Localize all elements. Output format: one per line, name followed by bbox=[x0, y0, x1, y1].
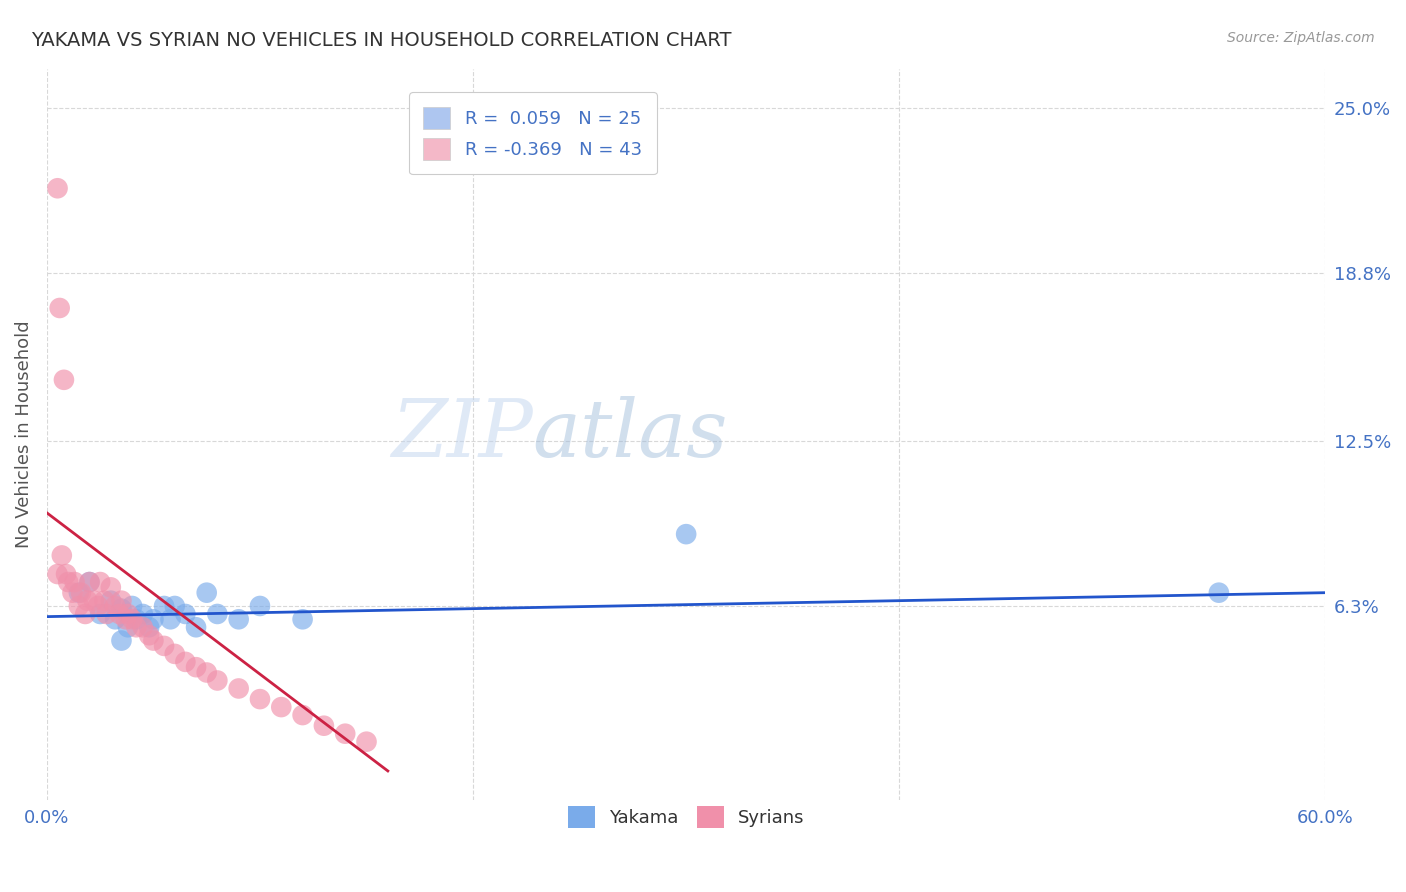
Text: Source: ZipAtlas.com: Source: ZipAtlas.com bbox=[1227, 31, 1375, 45]
Point bbox=[75, 607, 97, 621]
Point bbox=[67, 585, 90, 599]
Point bbox=[138, 628, 160, 642]
Text: YAKAMA VS SYRIAN NO VEHICLES IN HOUSEHOLD CORRELATION CHART: YAKAMA VS SYRIAN NO VEHICLES IN HOUSEHOL… bbox=[31, 31, 731, 50]
Text: atlas: atlas bbox=[533, 396, 728, 473]
Point bbox=[46, 567, 69, 582]
Point bbox=[249, 692, 271, 706]
Point bbox=[159, 612, 181, 626]
Point bbox=[117, 607, 139, 621]
Point bbox=[138, 620, 160, 634]
Point bbox=[48, 301, 70, 315]
Point bbox=[67, 599, 90, 613]
Point bbox=[121, 612, 143, 626]
Point bbox=[62, 585, 84, 599]
Point bbox=[249, 599, 271, 613]
Point bbox=[153, 599, 176, 613]
Point bbox=[110, 601, 132, 615]
Point bbox=[195, 585, 218, 599]
Point bbox=[121, 599, 143, 613]
Point bbox=[125, 612, 148, 626]
Point bbox=[51, 549, 73, 563]
Point bbox=[46, 181, 69, 195]
Point bbox=[356, 734, 378, 748]
Point bbox=[63, 575, 86, 590]
Point bbox=[83, 593, 105, 607]
Point bbox=[87, 599, 110, 613]
Point bbox=[104, 599, 127, 613]
Point bbox=[228, 612, 250, 626]
Point bbox=[70, 585, 93, 599]
Point bbox=[270, 700, 292, 714]
Point bbox=[96, 607, 118, 621]
Point bbox=[184, 620, 207, 634]
Point bbox=[132, 607, 155, 621]
Point bbox=[100, 593, 122, 607]
Point bbox=[79, 575, 101, 590]
Point bbox=[163, 599, 186, 613]
Y-axis label: No Vehicles in Household: No Vehicles in Household bbox=[15, 320, 32, 549]
Point bbox=[108, 607, 131, 621]
Point bbox=[142, 633, 165, 648]
Point bbox=[89, 607, 111, 621]
Point bbox=[100, 580, 122, 594]
Point bbox=[93, 593, 115, 607]
Point bbox=[1208, 585, 1230, 599]
Point bbox=[228, 681, 250, 696]
Point bbox=[163, 647, 186, 661]
Point bbox=[52, 373, 75, 387]
Point bbox=[114, 612, 136, 626]
Point bbox=[195, 665, 218, 680]
Point bbox=[125, 620, 148, 634]
Point bbox=[55, 567, 77, 582]
Point bbox=[174, 655, 197, 669]
Point bbox=[132, 620, 155, 634]
Point bbox=[291, 612, 314, 626]
Point bbox=[291, 708, 314, 723]
Point bbox=[184, 660, 207, 674]
Point bbox=[142, 612, 165, 626]
Point bbox=[58, 575, 80, 590]
Legend: Yakama, Syrians: Yakama, Syrians bbox=[561, 798, 811, 835]
Point bbox=[117, 620, 139, 634]
Point bbox=[110, 633, 132, 648]
Point bbox=[79, 575, 101, 590]
Point bbox=[312, 719, 335, 733]
Point bbox=[207, 673, 229, 688]
Point bbox=[675, 527, 697, 541]
Point bbox=[104, 612, 127, 626]
Point bbox=[335, 727, 357, 741]
Point bbox=[76, 593, 98, 607]
Point bbox=[153, 639, 176, 653]
Point bbox=[89, 575, 111, 590]
Text: ZIP: ZIP bbox=[391, 396, 533, 473]
Point bbox=[207, 607, 229, 621]
Point bbox=[110, 593, 132, 607]
Point bbox=[174, 607, 197, 621]
